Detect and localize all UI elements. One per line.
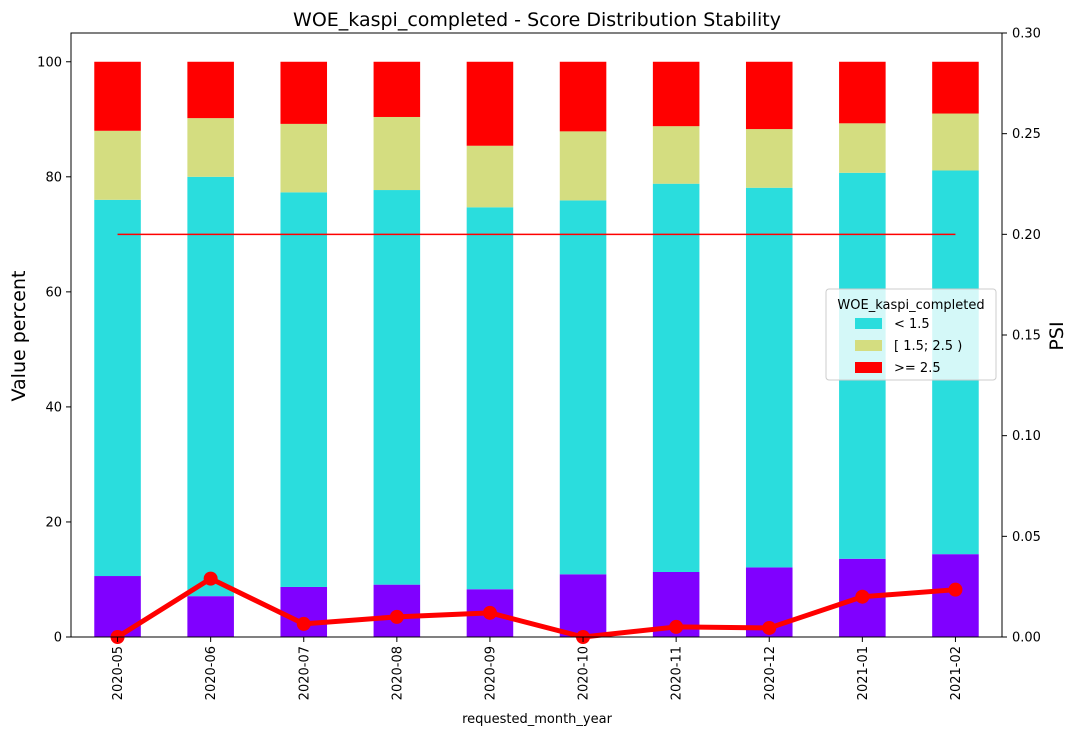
legend-swatch (855, 362, 882, 373)
bar-segment-1 (94, 199, 141, 577)
x-tick-label: 2021-01 (856, 646, 871, 700)
y2-tick-label: 0.00 (1012, 631, 1041, 646)
bar-segment-0 (559, 574, 607, 637)
x-tick-label: 2020-08 (390, 646, 405, 700)
bar-segment-2 (373, 116, 421, 191)
bar-segment-2 (839, 123, 886, 173)
bar-segment-1 (187, 176, 234, 597)
bar-segment-1 (373, 190, 421, 585)
y-tick-label: 40 (45, 400, 62, 415)
bar-segment-0 (187, 596, 234, 637)
x-tick-label: 2020-07 (297, 646, 312, 700)
psi-point (482, 605, 497, 620)
bar-segment-3 (373, 61, 421, 117)
bar-segment-1 (745, 187, 793, 568)
y-tick-label: 60 (45, 285, 62, 300)
bar-segment-3 (559, 61, 607, 132)
bar-segment-3 (839, 61, 886, 124)
bar-segment-1 (466, 207, 514, 590)
y2-tick-label: 0.20 (1012, 228, 1041, 243)
x-axis: 2020-05 2020-06 2020-07 2020-08 2020-09 2020-… (111, 637, 964, 700)
bar-segment-2 (652, 126, 700, 184)
bar-segment-3 (280, 61, 328, 124)
y2-tick-label: 0.30 (1012, 27, 1041, 42)
psi-point (855, 589, 870, 604)
legend-swatch (855, 340, 882, 351)
y-tick-label: 20 (45, 515, 62, 530)
legend-label: < 1.5 (894, 317, 930, 332)
legend: WOE_kaspi_completed < 1.5 [ 1.5; 2.5 ) >= … (825, 288, 997, 381)
legend-label: [ 1.5; 2.5 ) (894, 339, 962, 354)
plot-area (70, 32, 1003, 644)
y2-axis-title: PSI (1046, 321, 1068, 350)
psi-line (116, 576, 956, 640)
bar-segment-1 (652, 183, 700, 572)
bar-segment-2 (187, 118, 234, 177)
bar-segment-1 (280, 192, 328, 587)
x-axis-title: requested_month_year (462, 712, 613, 727)
bar-segment-3 (94, 61, 141, 131)
bar-segment-3 (652, 61, 700, 127)
legend-label: >= 2.5 (894, 361, 941, 376)
x-tick-label: 2020-05 (111, 646, 126, 700)
x-tick-label: 2020-10 (577, 646, 592, 700)
y-tick-label: 100 (37, 55, 62, 70)
chart-title: WOE_kaspi_completed - Score Distribution… (293, 9, 781, 31)
y-tick-label: 80 (45, 170, 62, 185)
psi-point (948, 582, 963, 597)
psi-point (296, 616, 311, 631)
y-tick-label: 0 (54, 631, 62, 646)
bar-segment-1 (559, 200, 607, 575)
psi-point (762, 620, 777, 635)
y-axis-title: Value percent (8, 271, 30, 402)
bar-segment-2 (559, 131, 607, 201)
y2-tick-label: 0.15 (1012, 329, 1041, 344)
psi-point (389, 609, 404, 624)
psi-point (203, 571, 218, 586)
x-tick-label: 2020-06 (204, 646, 219, 700)
legend-box (825, 288, 997, 381)
bar-segment-2 (745, 129, 793, 188)
y2-tick-label: 0.05 (1012, 530, 1041, 545)
legend-swatch (855, 318, 882, 329)
psi-point (669, 619, 684, 634)
bar-segment-3 (466, 61, 514, 146)
bar-segment-3 (932, 61, 979, 114)
y2-tick-label: 0.10 (1012, 429, 1041, 444)
x-tick-label: 2020-12 (763, 646, 778, 700)
y-axis-right: 0.00 0.05 0.10 0.15 0.20 0.25 0.30 (1002, 27, 1041, 646)
bar-segment-3 (187, 61, 234, 119)
bar-segment-3 (745, 61, 793, 130)
bar-segment-2 (932, 113, 979, 171)
bar-segment-2 (94, 130, 141, 200)
y2-tick-label: 0.25 (1012, 127, 1041, 142)
x-tick-label: 2020-09 (483, 646, 498, 700)
bar-segment-2 (280, 123, 328, 193)
bar-segment-2 (466, 145, 514, 208)
y-axis-left: 0 20 40 60 80 100 (37, 55, 71, 646)
x-tick-label: 2020-11 (670, 646, 685, 700)
legend-title: WOE_kaspi_completed (837, 298, 984, 313)
x-tick-label: 2021-02 (949, 646, 964, 700)
